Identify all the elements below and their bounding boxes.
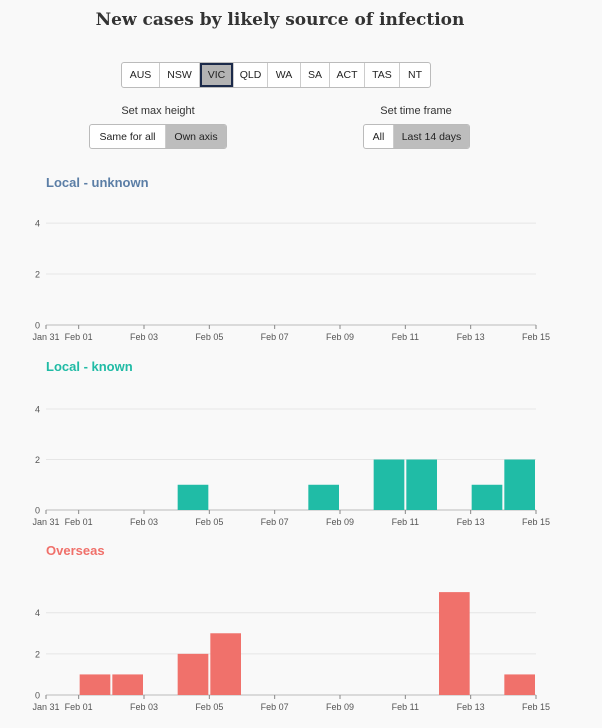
bar-local-known-feb-14 [504, 459, 535, 510]
x-tick-local-known-8: Feb 15 [522, 517, 550, 527]
bar-overseas-feb-02 [112, 674, 143, 695]
y-tick-overseas-4: 4 [35, 608, 40, 618]
x-tick-local-known-3: Feb 05 [195, 517, 223, 527]
bar-local-known-feb-10 [373, 459, 405, 510]
x-tick-overseas-1: Feb 01 [65, 702, 93, 712]
x-tick-local-unknown-4: Feb 07 [261, 332, 289, 342]
states-option-wa[interactable]: WA [268, 63, 301, 87]
y-tick-local-unknown-0: 0 [35, 321, 40, 331]
bar-local-known-feb-08 [308, 484, 339, 510]
x-tick-overseas-8: Feb 15 [522, 702, 550, 712]
states-option-qld[interactable]: QLD [234, 63, 268, 87]
y-tick-local-unknown-4: 4 [35, 219, 40, 229]
bar-overseas-feb-12 [439, 592, 470, 695]
x-tick-local-known-5: Feb 09 [326, 517, 354, 527]
bar-local-known-feb-11 [406, 459, 437, 510]
states-option-nt[interactable]: NT [408, 69, 422, 81]
y-tick-local-known-4: 4 [35, 405, 40, 415]
time-frame-label: Set time frame [380, 105, 452, 117]
x-tick-local-unknown-3: Feb 05 [195, 332, 223, 342]
bar-local-known-feb-13 [471, 484, 503, 510]
y-tick-local-known-2: 2 [35, 455, 40, 465]
chart-title-local-known: Local - known [46, 359, 133, 374]
x-tick-local-known-4: Feb 07 [261, 517, 289, 527]
x-tick-local-unknown-6: Feb 11 [392, 332, 419, 342]
y-tick-local-unknown-2: 2 [35, 270, 40, 280]
bar-overseas-feb-05 [210, 633, 241, 695]
x-tick-local-known-2: Feb 03 [130, 517, 158, 527]
states-option-tas[interactable]: TAS [365, 63, 400, 87]
x-tick-local-known-6: Feb 11 [392, 517, 419, 527]
states-option-act[interactable]: ACT [330, 63, 365, 87]
x-tick-overseas-3: Feb 05 [195, 702, 223, 712]
bar-overseas-feb-04 [177, 653, 209, 695]
x-tick-local-known-1: Feb 01 [65, 517, 93, 527]
x-tick-overseas-5: Feb 09 [326, 702, 354, 712]
states-option-nsw[interactable]: NSW [160, 63, 200, 87]
max_height-option-own-axis[interactable]: Own axis [166, 125, 226, 148]
states-option-vic[interactable]: VIC [200, 63, 234, 87]
x-tick-local-unknown-5: Feb 09 [326, 332, 354, 342]
chart-title-overseas: Overseas [46, 543, 105, 558]
page-title: New cases by likely source of infection [95, 10, 465, 30]
x-tick-local-unknown-7: Feb 13 [457, 332, 485, 342]
x-tick-overseas-6: Feb 11 [392, 702, 419, 712]
y-tick-overseas-0: 0 [35, 691, 40, 701]
x-tick-overseas-4: Feb 07 [261, 702, 289, 712]
max-height-toggle: Same for all Own axis [89, 124, 227, 149]
bar-local-known-feb-04 [177, 484, 209, 510]
y-tick-overseas-2: 2 [35, 649, 40, 659]
x-tick-overseas-7: Feb 13 [457, 702, 485, 712]
time_frame-option-last-14-days[interactable]: Last 14 days [394, 125, 469, 148]
x-tick-local-unknown-2: Feb 03 [130, 332, 158, 342]
state-selector: AUS NSW VIC QLD WA SA ACT TAS NT [121, 62, 431, 88]
max-height-label: Set max height [121, 105, 195, 117]
chart-title-local-unknown: Local - unknown [46, 175, 149, 190]
time-frame-toggle: All Last 14 days [363, 124, 470, 149]
states-option-sa[interactable]: SA [301, 63, 330, 87]
states-option-aus[interactable]: AUS [122, 63, 160, 87]
x-tick-local-known-0: Jan 31 [32, 517, 59, 527]
bar-overseas-feb-14 [504, 674, 535, 695]
max_height-option-same-for-all[interactable]: Same for all [90, 125, 166, 148]
x-tick-local-known-7: Feb 13 [457, 517, 485, 527]
time_frame-option-all[interactable]: All [364, 125, 394, 148]
x-tick-local-unknown-1: Feb 01 [65, 332, 93, 342]
y-tick-local-known-0: 0 [35, 506, 40, 516]
x-tick-overseas-0: Jan 31 [32, 702, 59, 712]
x-tick-local-unknown-8: Feb 15 [522, 332, 550, 342]
x-tick-overseas-2: Feb 03 [130, 702, 158, 712]
x-tick-local-unknown-0: Jan 31 [32, 332, 59, 342]
bar-overseas-feb-01 [79, 674, 111, 695]
